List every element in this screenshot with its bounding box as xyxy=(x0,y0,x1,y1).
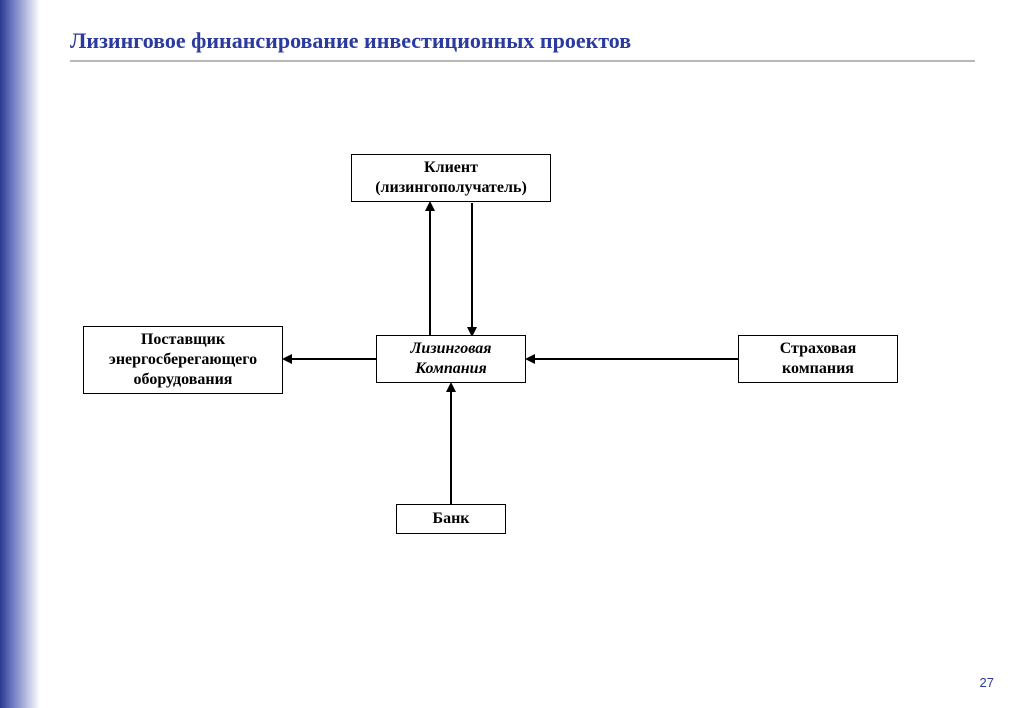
diagram-container: Клиент (лизингополучатель) Лизинговая Ко… xyxy=(0,0,1024,708)
node-insurance: Страховая компания xyxy=(738,335,898,383)
node-bank: Банк xyxy=(396,504,506,534)
node-client: Клиент (лизингополучатель) xyxy=(351,154,551,202)
node-supplier: Поставщик энергосберегающего оборудовани… xyxy=(83,326,283,394)
node-insurance-label: Страховая компания xyxy=(780,339,857,379)
node-supplier-label: Поставщик энергосберегающего оборудовани… xyxy=(109,330,257,390)
node-leasing-company-label: Лизинговая Компания xyxy=(410,339,491,379)
page-number: 27 xyxy=(980,675,994,690)
node-leasing-company: Лизинговая Компания xyxy=(376,335,526,383)
node-bank-label: Банк xyxy=(432,509,469,529)
node-client-label: Клиент (лизингополучатель) xyxy=(375,158,527,198)
